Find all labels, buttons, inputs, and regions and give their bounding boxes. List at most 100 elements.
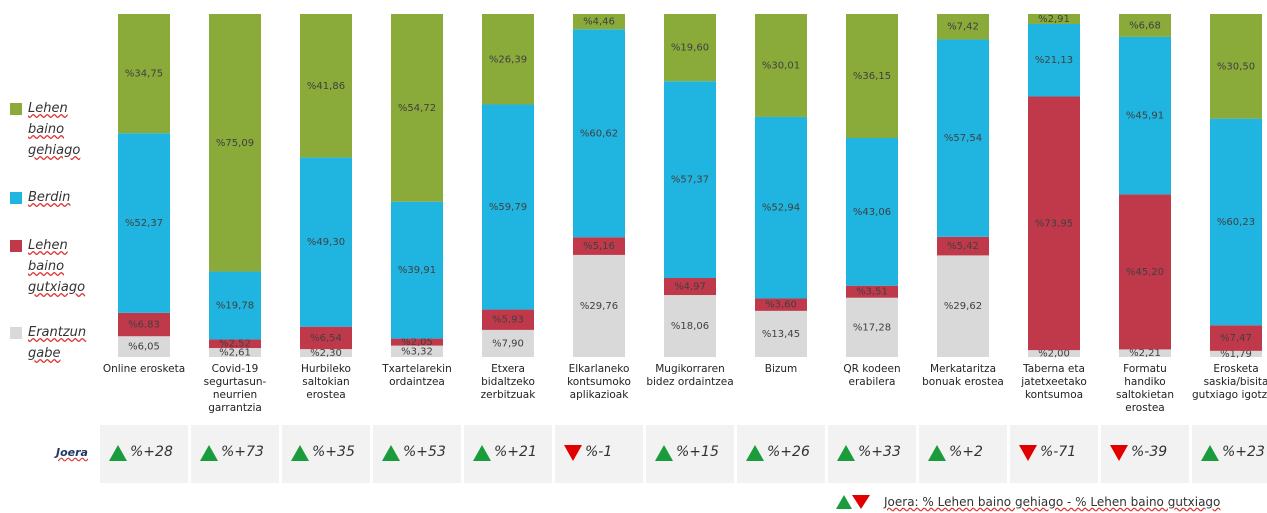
trend-value: %-71 bbox=[1040, 444, 1077, 460]
bar-segment bbox=[209, 339, 261, 349]
bar-segment bbox=[391, 345, 443, 357]
legend-swatch bbox=[10, 192, 22, 204]
bar-segment bbox=[664, 81, 716, 279]
legend-swatch bbox=[10, 103, 22, 115]
value-label: %3,60 bbox=[765, 300, 797, 311]
legend-label: Lehen baino gutxiago bbox=[28, 238, 86, 295]
trend-arrow bbox=[564, 445, 582, 461]
bar-segment bbox=[937, 236, 989, 256]
trend-arrow bbox=[1201, 445, 1219, 461]
bar-segment bbox=[482, 14, 534, 105]
trend-value: %+26 bbox=[767, 444, 810, 460]
value-label: %6,54 bbox=[310, 333, 342, 344]
bar-segment bbox=[1119, 349, 1171, 357]
bar-segment bbox=[846, 285, 898, 298]
trend-value: %+28 bbox=[130, 444, 173, 460]
trend-value: %+35 bbox=[312, 444, 355, 460]
trend-band bbox=[100, 425, 1267, 483]
value-label: %18,06 bbox=[671, 321, 709, 332]
value-label: %6,83 bbox=[128, 320, 160, 331]
value-label: %43,06 bbox=[853, 207, 891, 218]
value-label: %60,62 bbox=[580, 128, 618, 139]
x-tick-label: Online erosketa bbox=[102, 363, 186, 375]
bar-segment bbox=[1028, 96, 1080, 351]
bar-segment bbox=[391, 201, 443, 339]
legend-label: Erantzun gabe bbox=[28, 325, 87, 361]
bar-segment bbox=[209, 14, 261, 272]
bar-segment bbox=[755, 310, 807, 357]
bar-segment bbox=[573, 29, 625, 238]
trend-arrow bbox=[655, 445, 673, 461]
x-tick-label: Txartelarekin ordaintzea bbox=[382, 363, 452, 388]
value-label: %1,79 bbox=[1220, 349, 1252, 360]
bar-segment bbox=[1210, 14, 1262, 119]
trend-arrow bbox=[291, 445, 309, 461]
value-label: %7,42 bbox=[947, 22, 979, 33]
trend-arrow bbox=[109, 445, 127, 461]
x-tick-label: Covid-19 segurtasun-neurrien garrantzia bbox=[203, 363, 267, 414]
value-label: %36,15 bbox=[853, 71, 891, 82]
value-label: %52,37 bbox=[125, 218, 163, 229]
trend-value: %+73 bbox=[221, 444, 264, 460]
bar-segment bbox=[391, 14, 443, 202]
x-tick-label: Taberna eta jatetxeetako kontsumoa bbox=[1021, 363, 1087, 401]
note-down bbox=[852, 495, 870, 509]
value-label: %6,68 bbox=[1129, 20, 1161, 31]
trend-value: %+23 bbox=[1222, 444, 1265, 460]
bar-segment bbox=[118, 14, 170, 134]
x-tick-label: Hurbileko saltokian erostea bbox=[301, 363, 351, 401]
value-label: %13,45 bbox=[762, 329, 800, 340]
value-label: %52,94 bbox=[762, 203, 800, 214]
bar-segment bbox=[1028, 350, 1080, 357]
value-label: %2,52 bbox=[219, 339, 251, 350]
value-label: %75,09 bbox=[216, 138, 254, 149]
bar-segment bbox=[937, 14, 989, 40]
note-up bbox=[836, 495, 852, 509]
trend-arrow bbox=[928, 445, 946, 461]
x-tick-label: Erosketa saskia/bisita gutxiago igotzea bbox=[1192, 363, 1267, 401]
trend-label: Joera bbox=[56, 446, 88, 459]
legend-swatch bbox=[10, 327, 22, 339]
value-label: %5,93 bbox=[492, 315, 524, 326]
legend-swatch bbox=[10, 240, 22, 252]
value-label: %2,61 bbox=[219, 348, 251, 359]
value-label: %60,23 bbox=[1217, 217, 1255, 228]
trend-value: %+2 bbox=[949, 444, 983, 460]
bar-segment bbox=[1210, 325, 1262, 351]
value-label: %29,76 bbox=[580, 301, 618, 312]
value-label: %3,32 bbox=[401, 346, 433, 357]
value-label: %2,21 bbox=[1129, 348, 1161, 359]
value-label: %2,05 bbox=[401, 337, 433, 348]
bar-segment bbox=[664, 278, 716, 296]
x-tick-label: Mugikorraren bidez ordaintzea bbox=[646, 363, 734, 388]
bar-segment bbox=[482, 104, 534, 310]
bar-segment bbox=[1119, 194, 1171, 350]
bar-segment bbox=[1210, 118, 1262, 326]
bar-segment bbox=[937, 39, 989, 237]
bar-segment bbox=[1210, 350, 1262, 357]
x-tick-label: QR kodeen erabilera bbox=[843, 363, 901, 388]
bar-segment bbox=[1119, 36, 1171, 195]
bar-segment bbox=[573, 237, 625, 255]
bar-segment bbox=[118, 336, 170, 357]
trend-value: %+21 bbox=[494, 444, 537, 460]
x-tick-label: Bizum bbox=[764, 363, 798, 375]
bar-segment bbox=[209, 271, 261, 340]
bar-segment bbox=[755, 14, 807, 117]
x-tick-label: Merkataritza bonuak erostea bbox=[922, 363, 1004, 388]
value-label: %30,50 bbox=[1217, 61, 1255, 72]
value-label: %21,13 bbox=[1035, 55, 1073, 66]
bar-segment bbox=[755, 116, 807, 299]
value-label: %73,95 bbox=[1035, 218, 1073, 229]
value-label: %19,60 bbox=[671, 43, 709, 54]
trend-value: %+53 bbox=[403, 444, 446, 460]
value-label: %41,86 bbox=[307, 81, 345, 92]
bar-segment bbox=[300, 326, 352, 350]
trend-value: %+33 bbox=[858, 444, 901, 460]
legend-label: Berdin bbox=[28, 190, 71, 205]
value-label: %4,97 bbox=[674, 282, 706, 293]
trend-value: %+15 bbox=[676, 444, 719, 460]
value-label: %17,28 bbox=[853, 322, 891, 333]
